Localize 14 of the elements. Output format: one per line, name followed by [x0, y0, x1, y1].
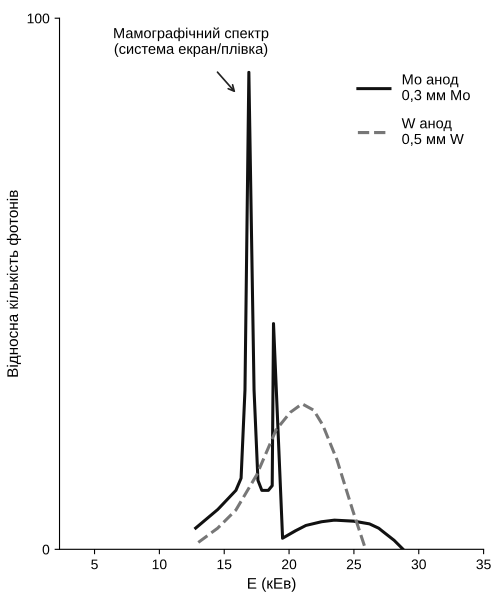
- legend-label: Мо анод 0,3 мм Мо: [402, 74, 470, 102]
- y-axis-title: Відносна кількість фотонів: [6, 190, 22, 377]
- y-tick-label: 100: [28, 14, 50, 24]
- x-axis-title: E (кЕв): [248, 578, 296, 592]
- annotation: Мамографічний спектр (система екран/плівка): [114, 27, 268, 57]
- x-tick-label: 30: [412, 559, 426, 570]
- x-tick-label: 35: [476, 559, 491, 570]
- x-tick-label: 25: [346, 559, 362, 570]
- x-tick-label: 15: [218, 560, 232, 570]
- x-tick-label: 10: [152, 559, 167, 570]
- x-tick-label: 20: [282, 559, 296, 570]
- legend-label: W анод 0,5 мм W: [402, 118, 464, 146]
- y-tick-label: 0: [42, 544, 50, 555]
- x-tick-label: 5: [91, 560, 98, 570]
